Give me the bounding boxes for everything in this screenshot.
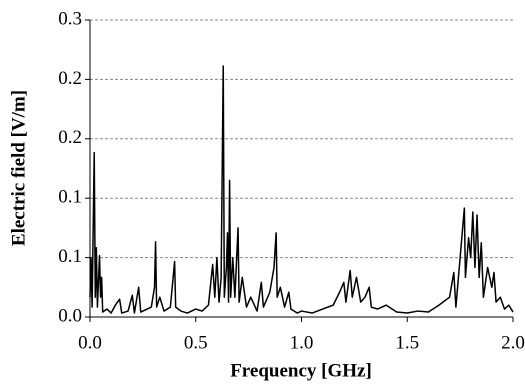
y-tick-label: 0.2 (58, 127, 82, 148)
y-tick-label: 0.1 (58, 187, 82, 208)
y-tick-label: 0.2 (58, 68, 82, 89)
line-series (89, 65, 514, 314)
x-tick-label: 0.5 (184, 332, 208, 353)
x-axis-title: Frequency [GHz] (230, 360, 372, 381)
y-tick-label: 0.1 (58, 246, 82, 267)
y-tick-label: 0.0 (58, 305, 82, 326)
x-tick-label: 1.5 (395, 332, 419, 353)
x-tick-label: 2.0 (501, 332, 525, 353)
x-tick-label: 1.0 (290, 332, 314, 353)
y-tick-label: 0.3 (58, 8, 82, 29)
y-axis-title: Electric field [V/m] (8, 90, 29, 246)
x-tick-label: 0.0 (78, 332, 102, 353)
